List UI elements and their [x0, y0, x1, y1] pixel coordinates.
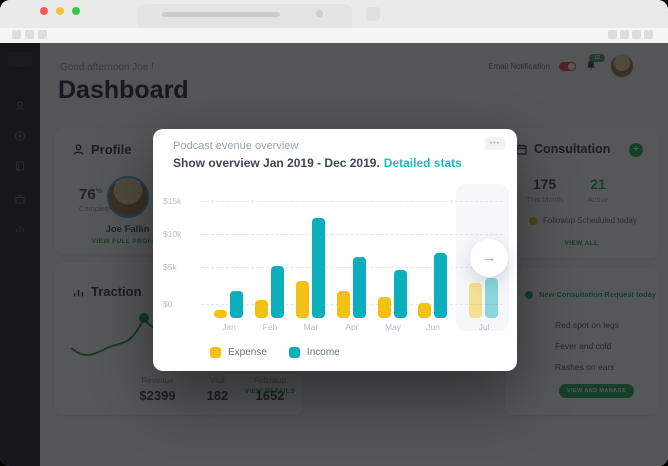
- x-axis-label: Apr: [345, 322, 359, 332]
- tab-favicon-dot-icon: [316, 10, 323, 17]
- close-window-button[interactable]: [40, 7, 48, 15]
- minimize-window-button[interactable]: [56, 7, 64, 15]
- y-axis-tick: $15k: [163, 196, 182, 206]
- bar-expense-jan: [214, 310, 227, 318]
- bar-income-jul: [485, 278, 498, 318]
- bar-chart: $15k $10k $5k $0 Jan Feb Mar Apr May Jun Jul: [153, 129, 517, 371]
- bar-expense-mar: [296, 281, 309, 318]
- browser-toolbar: [0, 28, 668, 43]
- x-axis-label: Jun: [426, 322, 440, 332]
- modal-menu-button[interactable]: •••: [485, 137, 505, 150]
- new-tab-button[interactable]: [366, 7, 380, 21]
- expense-swatch-icon: [210, 347, 221, 358]
- bar-expense-may: [378, 297, 391, 318]
- x-axis-label: Jan: [222, 322, 236, 332]
- x-axis-label: May: [384, 322, 402, 332]
- modal-title: Podcast evenue overview: [173, 140, 299, 152]
- y-axis-tick: $0: [163, 299, 173, 309]
- income-swatch-icon: [288, 347, 300, 358]
- bar-expense-jun: [418, 303, 431, 318]
- y-axis-tick: $10k: [163, 229, 182, 239]
- modal-subtitle: Show overview Jan 2019 - Dec 2019. Detail…: [173, 156, 462, 170]
- y-axis-tick: $5k: [163, 262, 177, 272]
- x-axis-label: Feb: [262, 322, 278, 332]
- x-axis-label: Jul: [478, 322, 490, 332]
- toolbar-button-placeholder-4[interactable]: [644, 30, 653, 39]
- gridline: [201, 304, 503, 305]
- bar-income-jan: [230, 291, 243, 318]
- gridline: [201, 234, 503, 235]
- toolbar-button-placeholder-2[interactable]: [620, 30, 629, 39]
- toolbar-button-placeholder-1[interactable]: [608, 30, 617, 39]
- bar-income-apr: [353, 257, 366, 318]
- detailed-stats-link[interactable]: Detailed stats: [383, 156, 462, 170]
- bar-income-may: [394, 270, 407, 318]
- reload-button-placeholder[interactable]: [38, 30, 47, 39]
- forward-button-placeholder[interactable]: [25, 30, 34, 39]
- maximize-window-button[interactable]: [72, 7, 80, 15]
- x-axis-label: Mar: [303, 322, 319, 332]
- bar-expense-jul: [469, 283, 482, 318]
- legend-expense: Expense: [210, 347, 267, 358]
- bar-income-feb: [271, 266, 284, 318]
- tab-title-placeholder: [162, 12, 280, 17]
- legend-income: Income: [288, 347, 340, 358]
- gridline: [201, 267, 503, 268]
- browser-titlebar: [0, 0, 668, 28]
- browser-tab[interactable]: [138, 4, 352, 28]
- bar-income-mar: [312, 218, 325, 318]
- back-button-placeholder[interactable]: [12, 30, 21, 39]
- chart-legend: Expense Income: [210, 347, 340, 358]
- bar-income-jun: [434, 253, 447, 318]
- toolbar-button-placeholder-3[interactable]: [632, 30, 641, 39]
- next-month-button[interactable]: →: [470, 239, 508, 277]
- gridline: [201, 201, 503, 202]
- revenue-overview-modal: Podcast evenue overview Show overview Ja…: [153, 129, 517, 371]
- bar-expense-feb: [255, 300, 268, 318]
- bar-expense-apr: [337, 291, 350, 318]
